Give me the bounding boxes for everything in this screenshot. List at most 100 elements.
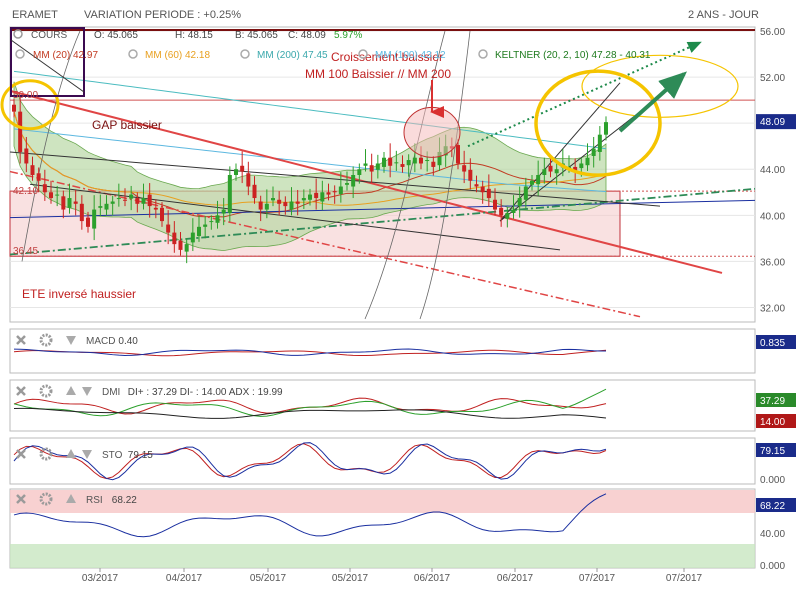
dmi-header: DMI DI+ : 37.29 DI- : 14.00 ADX : 19.99 <box>16 384 283 398</box>
level-50-label: 50.00 <box>13 90 38 101</box>
ete-neckline <box>9 187 756 256</box>
level-36-label: 36.45 <box>13 246 38 257</box>
ohlc-low: B: 45.065 <box>235 30 278 41</box>
legend-mm200[interactable]: MM (200) 47.45 <box>240 49 328 61</box>
legend-cours[interactable]: COURS <box>13 29 67 41</box>
close-icon[interactable] <box>16 449 26 459</box>
candle-body <box>190 232 195 243</box>
mm60-label: MM (60) 42.18 <box>145 50 210 61</box>
candle-body <box>92 209 97 229</box>
candle-body <box>135 198 140 204</box>
mm100-label: MM (100) 43.12 <box>375 50 446 61</box>
x-tick-label: 05/2017 <box>332 573 369 584</box>
candle-body <box>160 207 164 222</box>
move-down-icon[interactable] <box>66 336 76 345</box>
candle-body <box>604 122 608 135</box>
crossover-annotation-2: MM 100 Baissier // MM 200 <box>305 67 451 81</box>
adx-line <box>13 407 607 419</box>
candle-body <box>412 157 417 164</box>
gear-icon[interactable] <box>39 384 53 398</box>
top-left-box <box>10 27 85 97</box>
gear-icon[interactable] <box>39 447 53 461</box>
candle-body <box>301 198 306 201</box>
move-down-icon[interactable] <box>82 450 92 459</box>
y-tick-label: 36.00 <box>760 257 785 268</box>
candle-body <box>332 191 337 193</box>
y-tick-label: 40.00 <box>760 211 785 222</box>
dmi-label: DMI <box>102 387 120 398</box>
macd-header: MACD 0.40 <box>16 333 138 347</box>
keltner-label: KELTNER (20, 2, 10) 47.28 - 40.31 <box>495 50 651 61</box>
rsi-badge <box>756 498 796 512</box>
candle-body <box>326 192 331 195</box>
move-up-icon[interactable] <box>66 386 76 395</box>
x-tick-label: 03/2017 <box>82 573 119 584</box>
candle-body <box>123 199 127 201</box>
rsi-badge-value: 68.22 <box>760 501 785 512</box>
candle-body <box>597 134 602 152</box>
candle-body <box>234 169 238 175</box>
macd-badge <box>756 335 796 349</box>
gear-icon-shape <box>39 384 53 398</box>
candle-body <box>166 224 171 233</box>
candle-body <box>141 198 146 204</box>
legend-keltner[interactable]: KELTNER (20, 2, 10) 47.28 - 40.31 <box>478 49 651 61</box>
move-up-icon[interactable] <box>66 449 76 458</box>
x-tick-label: 07/2017 <box>666 573 703 584</box>
mm200-label: MM (200) 47.45 <box>257 50 328 61</box>
candle-body <box>24 148 29 164</box>
move-down-icon[interactable] <box>82 387 92 396</box>
candle-body <box>394 162 399 164</box>
legend-mm100[interactable]: MM (100) 43.12 <box>358 49 446 61</box>
variation-periode: VARIATION PERIODE : +0.25% <box>84 9 242 21</box>
ohlc-open: O: 45.065 <box>94 30 138 41</box>
period-label[interactable]: 2 ANS - JOUR <box>688 9 759 21</box>
candle-body <box>36 173 41 181</box>
gear-icon-shape <box>39 333 53 347</box>
candle-body <box>110 201 115 204</box>
candle-body <box>505 213 510 219</box>
x-tick-label: 04/2017 <box>166 573 203 584</box>
candle-body <box>406 160 411 166</box>
legend-mm20[interactable]: MM (20) 42.97 <box>15 49 98 61</box>
candle-body <box>12 104 16 112</box>
close-icon-shape <box>16 494 26 504</box>
rsi-axis-0: 0.000 <box>760 561 785 572</box>
ohlc-pct: 5.97% <box>334 30 362 41</box>
move-up-icon[interactable] <box>66 494 76 503</box>
close-icon[interactable] <box>16 386 26 396</box>
dmi-panel <box>9 379 756 432</box>
candle-body <box>468 169 473 181</box>
y-tick-label: 56.00 <box>760 27 785 38</box>
macd-value: 0.40 <box>118 336 138 347</box>
crossover-ellipse <box>403 106 461 158</box>
gear-icon[interactable] <box>39 492 53 506</box>
mm20-label: MM (20) 42.97 <box>33 50 98 61</box>
sto-header: STO 79.15 <box>16 447 153 461</box>
candle-body <box>511 209 516 214</box>
close-icon[interactable] <box>16 335 26 345</box>
sto-label: STO <box>102 450 123 461</box>
candle-body <box>517 198 522 207</box>
candle-body <box>147 194 152 207</box>
candle-body <box>264 203 269 210</box>
candle-body <box>283 202 288 207</box>
ticker-title: ERAMET <box>12 9 58 21</box>
gear-icon[interactable] <box>39 333 53 347</box>
close-icon[interactable] <box>16 494 26 504</box>
sto-axis-label: 0.000 <box>760 475 785 486</box>
candle-body <box>129 194 134 199</box>
candle-body <box>221 209 226 214</box>
rsi-oversold-zone <box>10 544 755 568</box>
sto-value: 79.15 <box>128 450 153 461</box>
candle-body <box>338 186 343 195</box>
candle-body <box>104 203 109 210</box>
dmi-plus-line <box>13 388 607 417</box>
candle-body <box>363 163 368 166</box>
ohlc-high: H: 48.15 <box>175 30 213 41</box>
candle-body <box>79 203 84 222</box>
legend-mm60[interactable]: MM (60) 42.18 <box>128 49 210 61</box>
sto-panel <box>9 437 756 485</box>
candle-body <box>98 206 103 208</box>
